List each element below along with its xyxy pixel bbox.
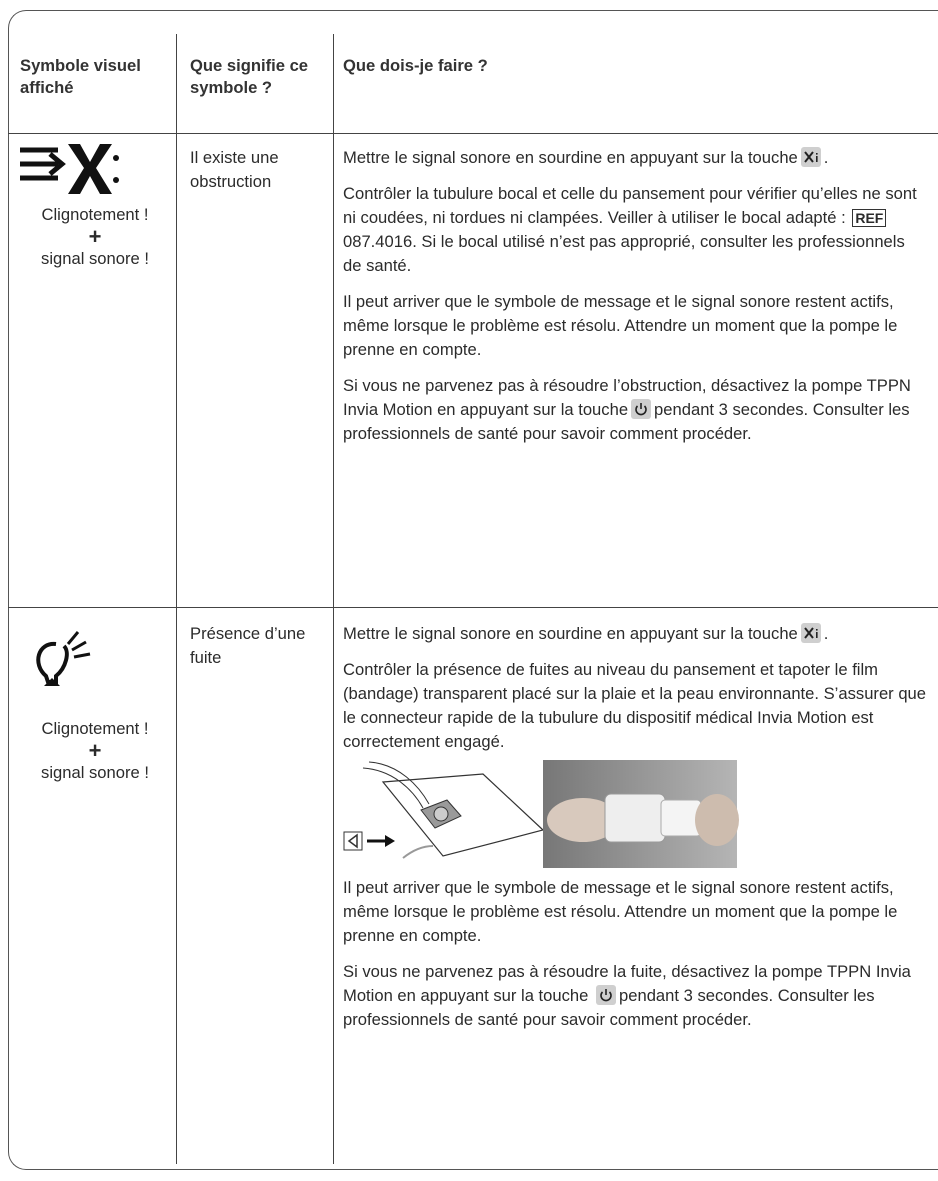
symbol-plus: + [88,224,102,249]
illustration [343,760,739,868]
text: Mettre le signal sonore en sourdine en a… [343,624,798,643]
header-cell: Que dois-je faire ? [343,56,488,75]
obstruction-icon [20,144,119,194]
symbol-caption: Clignotement ! + signal sonore ! [14,204,176,270]
paragraph: Il peut arriver que le symbole de messag… [343,290,926,362]
header-cell: Symbole visuel affiché [20,56,141,97]
text: pendant 3 secondes. Consulter les profes… [343,400,910,443]
text: pendant 3 secondes. Consulter les profes… [343,986,875,1029]
symbol-plus: + [88,738,102,763]
mute-key-icon [800,147,821,167]
text: Si vous ne parvenez pas à résoudre l’obs… [343,376,911,419]
symbol-text: signal sonore ! [41,249,149,268]
paragraph: Contrôler la tubulure bocal et celle du … [343,182,926,278]
mute-key-icon [800,623,821,643]
text: 087.4016. Si le bocal utilisé n’est pas … [343,232,905,275]
text: Mettre le signal sonore en sourdine en a… [343,148,798,167]
meaning: Il existe une obstruction [190,148,279,191]
meaning: Présence d’une fuite [190,624,306,667]
symbol-text: signal sonore ! [41,763,149,782]
frame [8,10,938,1170]
text: Il peut arriver que le symbole de messag… [343,292,898,359]
power-key-icon [596,985,617,1005]
text: . [823,148,829,167]
symbol-caption: Clignotement ! + signal sonore ! [14,718,176,784]
header-cell: Que signifie ce symbole ? [190,56,309,97]
ref-label: REF [852,209,887,227]
actions: Mettre le signal sonore en sourdine en a… [343,146,926,458]
text: Si vous ne parvenez pas à résoudre la fu… [343,962,911,1005]
paragraph: Si vous ne parvenez pas à résoudre l’obs… [343,374,926,446]
power-key-icon [631,399,652,419]
paragraph: Mettre le signal sonore en sourdine en a… [343,146,926,170]
paragraph: Si vous ne parvenez pas à résoudre la fu… [343,960,926,1032]
row-divider [8,133,938,134]
paragraph: Contrôler la présence de fuites au nivea… [343,658,926,754]
column-divider [333,34,334,1164]
paragraph: Mettre le signal sonore en sourdine en a… [343,622,926,646]
actions: Mettre le signal sonore en sourdine en a… [343,622,926,1044]
column-divider [176,34,177,1164]
symbol-text: Clignotement ! [41,719,149,738]
text: Contrôler la présence de fuites au nivea… [343,660,927,751]
symbol-text: Clignotement ! [41,205,149,224]
text: Il peut arriver que le symbole de messag… [343,878,898,945]
leak-icon [36,631,91,686]
text: . [823,624,829,643]
paragraph: Il peut arriver que le symbole de messag… [343,876,926,948]
row-divider [8,607,938,608]
text: Contrôler la tubulure bocal et celle du … [343,184,917,227]
